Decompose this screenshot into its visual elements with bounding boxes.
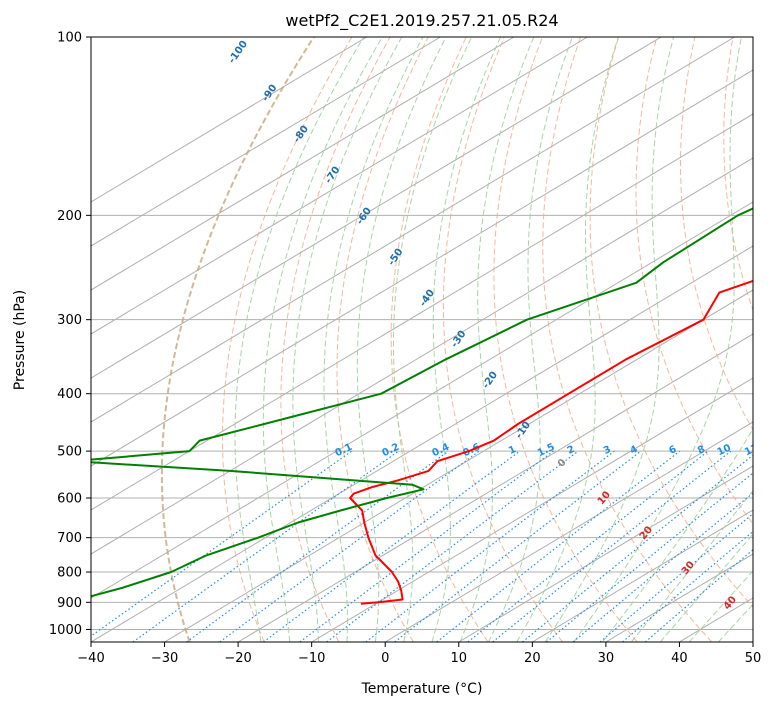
dewpoint-profile-line: [91, 207, 753, 598]
x-tick-label: −40: [77, 651, 104, 666]
dry-adiabat-line: [723, 37, 753, 312]
x-axis-ticks: −40 −30 −20 −10 0 10 20 30 40 50: [77, 642, 761, 666]
mixing-ratio-line: [467, 450, 709, 642]
moist-adiabat-line: [262, 37, 383, 642]
mixing-ratio-line: [132, 450, 399, 642]
isotherm-line: [311, 377, 753, 642]
temperature-profile-line: [349, 279, 753, 605]
moist-adiabat-line: [356, 37, 447, 642]
mixing-ratio-line: [546, 472, 753, 642]
isotherm-line: [91, 201, 753, 599]
isotherm-line: [91, 37, 735, 423]
mixing-ratio-label: 6: [667, 444, 678, 457]
mixing-ratio-label: 4: [628, 444, 639, 457]
isotherm-line: [91, 245, 753, 642]
mixing-ratio-line: [326, 450, 579, 642]
mixing-ratio-label: 8: [696, 444, 707, 457]
mixing-ratio-line: [622, 530, 753, 642]
mixing-ratio-line: [299, 450, 554, 642]
moist-adiabat-line: [292, 37, 403, 642]
isotherm-line: [91, 157, 753, 555]
isotherm-line: [384, 421, 753, 642]
y-tick-label: 400: [57, 387, 82, 402]
moist-adiabat-line: [544, 37, 675, 642]
x-axis-label: Temperature (°C): [361, 681, 483, 697]
mixing-ratio-label: 1: [507, 444, 518, 457]
dry-adiabat-line: [390, 37, 489, 642]
y-tick-label: 300: [57, 313, 82, 328]
moist-adiabat-line: [602, 427, 753, 642]
moist-adiabat-line: [431, 37, 502, 642]
mixing-ratio-line: [91, 450, 353, 637]
isotherm-line: [458, 465, 753, 642]
moist-adiabat-line: [516, 37, 619, 642]
x-tick-label: −20: [224, 651, 251, 666]
mixing-ratio-line: [219, 450, 480, 642]
y-tick-label: 700: [57, 531, 82, 546]
x-tick-label: −30: [151, 651, 178, 666]
mixing-ratio-label: 3: [602, 444, 613, 457]
dry-adiabat-line: [160, 37, 315, 642]
mixing-ratio-line: [186, 450, 449, 642]
mixing-ratio-line: [522, 454, 753, 642]
mixing-ratio-line: [599, 513, 753, 642]
y-tick-label: 800: [57, 566, 82, 581]
isotherm-line: [164, 289, 753, 642]
x-tick-label: 40: [671, 651, 688, 666]
y-axis-label: Pressure (hPa): [12, 290, 28, 390]
dry-adiabat-line: [280, 37, 391, 642]
chart-title: wetPf2_C2E1.2019.257.21.05.R24: [285, 11, 558, 31]
x-tick-label: 20: [524, 651, 541, 666]
moist-adiabat-line: [688, 570, 753, 642]
mixing-ratio-label: 2: [566, 444, 577, 457]
mixing-ratio-line: [572, 492, 753, 642]
x-tick-label: 30: [598, 651, 615, 666]
mixing-ratio-label: 10: [716, 443, 733, 459]
isotherm-line: [91, 69, 753, 467]
isotherm-line: [237, 333, 753, 642]
series-layer: [91, 207, 753, 605]
plot-frame: [90, 36, 754, 643]
y-tick-label: 1000: [49, 623, 82, 638]
moist-adiabat-line: [323, 37, 424, 642]
y-tick-label: 100: [57, 31, 82, 46]
y-axis-ticks: 100 200 300 400 500 600 700 800 900 1000: [49, 31, 91, 638]
moist-adiabat-line: [573, 37, 742, 642]
isotherm-line: [532, 509, 753, 642]
isotherm-line: [91, 113, 753, 511]
dry-adiabat-line: [589, 37, 753, 608]
dry-adiabat-line: [635, 37, 753, 525]
moist-adiabat-line: [659, 533, 753, 642]
x-tick-label: 50: [745, 651, 762, 666]
y-tick-label: 200: [57, 209, 82, 224]
y-tick-label: 500: [57, 445, 82, 460]
isotherm-line: [91, 37, 441, 247]
isotherm-line: [91, 37, 662, 379]
mixing-ratio-line: [492, 450, 732, 642]
moist-adiabat-line: [234, 37, 365, 642]
x-tick-label: 10: [451, 651, 468, 666]
moist-adiabat-line: [631, 489, 753, 642]
moist-adiabat-line: [393, 37, 473, 642]
mixing-ratio-line: [394, 450, 642, 642]
dry-adiabat-line: [442, 37, 563, 642]
y-tick-label: 600: [57, 492, 82, 507]
isotherm-line: [91, 37, 368, 203]
x-tick-label: −10: [298, 651, 325, 666]
isotherm-line: [91, 37, 515, 291]
isotherm-line: [91, 37, 588, 335]
moist-adiabat-line: [488, 37, 573, 642]
mixing-ratio-label: 13: [743, 443, 760, 459]
dry-adiabat-line: [679, 37, 753, 431]
dry-adiabat-line: [542, 37, 713, 642]
y-tick-label: 900: [57, 596, 82, 611]
background-lines: [91, 37, 753, 642]
x-tick-label: 0: [381, 651, 389, 666]
